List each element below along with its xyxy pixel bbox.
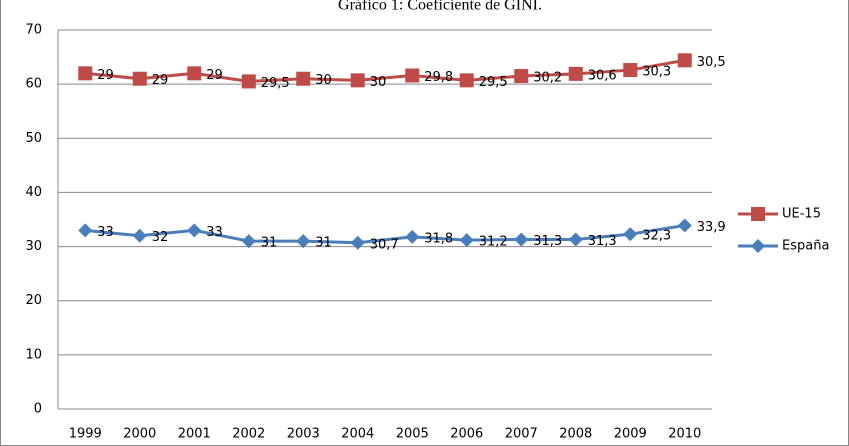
data-label: 33 — [97, 225, 114, 240]
x-tick-label: 2008 — [559, 427, 592, 442]
marker — [568, 232, 583, 247]
marker — [241, 234, 256, 249]
marker — [514, 232, 529, 247]
y-tick-label: 40 — [25, 185, 42, 200]
x-tick-label: 2006 — [450, 427, 483, 442]
data-label: 32 — [152, 230, 169, 245]
data-label: 32,3 — [642, 229, 671, 244]
marker — [350, 73, 365, 88]
marker — [187, 223, 202, 238]
marker — [459, 73, 474, 88]
data-label: 31,2 — [479, 235, 508, 250]
y-tick-label: 70 — [25, 23, 42, 38]
x-tick-label: 2009 — [614, 427, 647, 442]
series-line — [85, 223, 685, 245]
legend-label: España — [782, 239, 829, 254]
marker — [514, 69, 529, 84]
data-label: 30,2 — [533, 71, 562, 86]
data-label: 33 — [206, 225, 223, 240]
marker — [623, 227, 638, 242]
x-tick-label: 2010 — [668, 427, 701, 442]
data-label: 29,8 — [424, 70, 453, 85]
x-tick-label: 2005 — [396, 427, 429, 442]
x-tick-label: 2000 — [123, 427, 156, 442]
x-tick-label: 2003 — [287, 427, 320, 442]
marker — [623, 63, 638, 78]
marker — [568, 66, 583, 81]
marker — [459, 233, 474, 248]
marker — [296, 71, 311, 86]
data-label: 30,7 — [370, 237, 399, 252]
marker — [751, 207, 765, 221]
y-tick-label: 60 — [25, 77, 42, 92]
data-label: 31,3 — [533, 234, 562, 249]
marker — [132, 228, 147, 243]
marker — [677, 218, 692, 233]
marker — [350, 235, 365, 250]
data-label: 33,9 — [697, 220, 726, 235]
x-tick-label: 2001 — [178, 427, 211, 442]
y-tick-label: 30 — [25, 239, 42, 254]
x-tick-label: 2007 — [505, 427, 538, 442]
data-label: 29 — [97, 68, 114, 83]
chart-title: Gráfico 1: Coeficiente de GINI. — [338, 0, 542, 14]
marker — [78, 223, 93, 238]
marker — [78, 66, 93, 81]
data-label: 30,3 — [642, 65, 671, 80]
marker — [405, 68, 420, 83]
data-label: 31,3 — [588, 234, 617, 249]
marker — [241, 74, 256, 89]
x-tick-label: 2002 — [232, 427, 265, 442]
y-tick-label: 50 — [25, 131, 42, 146]
legend-label: UE-15 — [782, 207, 821, 222]
marker — [405, 229, 420, 244]
marker — [187, 66, 202, 81]
marker — [296, 234, 311, 249]
y-tick-label: 10 — [25, 347, 42, 362]
y-tick-label: 0 — [34, 402, 42, 417]
data-label: 31 — [315, 236, 332, 251]
data-label: 29 — [206, 68, 223, 83]
x-tick-label: 2004 — [341, 427, 374, 442]
data-label: 29 — [152, 73, 169, 88]
data-label: 30 — [370, 75, 387, 90]
data-label: 29,5 — [261, 76, 290, 91]
x-tick-label: 1999 — [69, 427, 102, 442]
marker — [132, 71, 147, 86]
marker — [677, 53, 692, 68]
data-label: 29,5 — [479, 75, 508, 90]
data-label: 30 — [315, 73, 332, 88]
data-label: 31 — [261, 236, 278, 251]
data-label: 30,6 — [588, 68, 617, 83]
y-tick-label: 20 — [25, 293, 42, 308]
data-label: 31,8 — [424, 231, 453, 246]
data-label: 30,5 — [697, 55, 726, 70]
marker — [751, 239, 765, 253]
series-line — [85, 58, 686, 83]
